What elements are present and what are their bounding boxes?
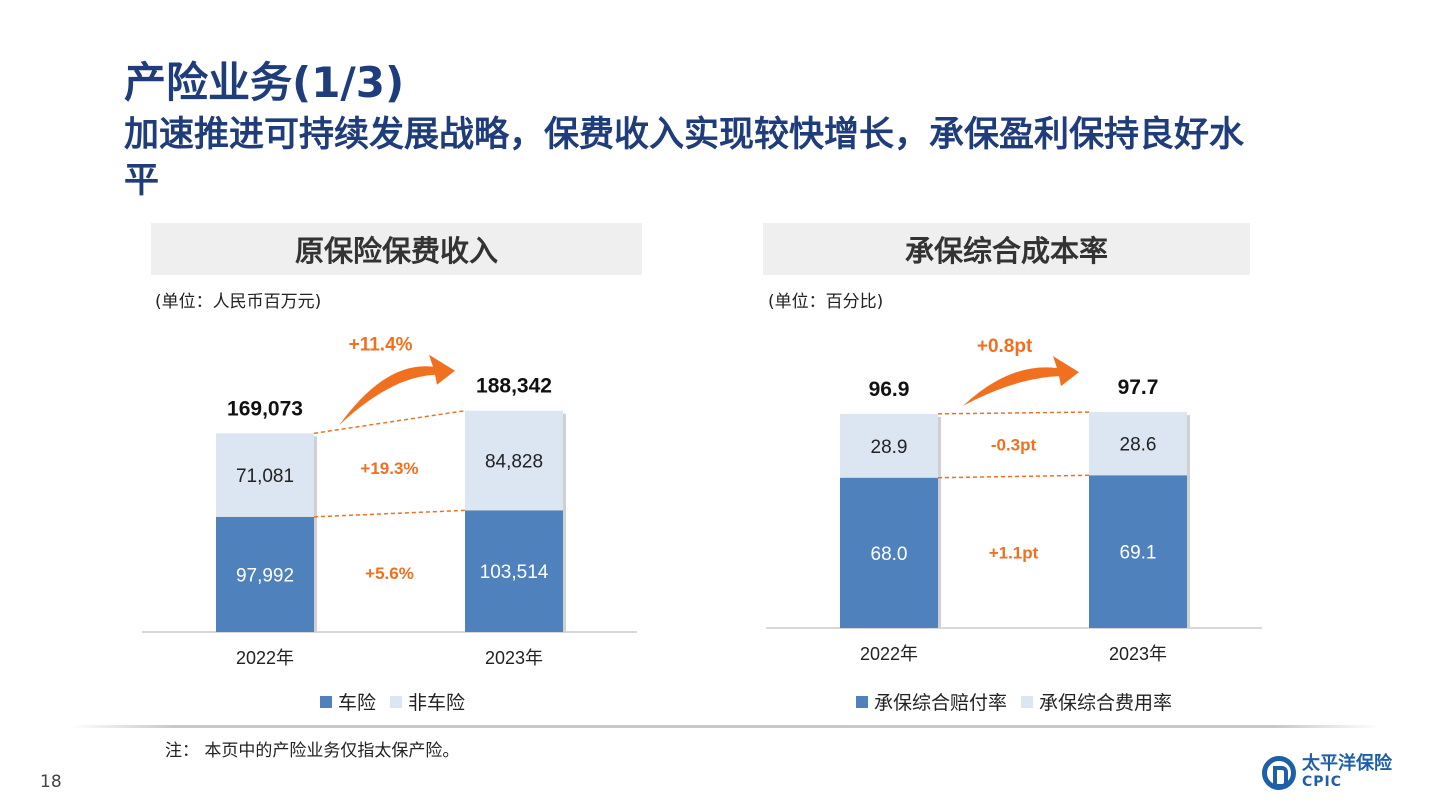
connector-top [937,411,1090,415]
connector-mid [937,474,1090,479]
total-label: 96.9 [869,378,910,401]
page-subtitle: 加速推进可持续发展战略，保费收入实现较快增长，承保盈利保持良好水平 [124,115,1245,201]
unit-label-combined-ratio: (单位：百分比) [768,292,884,312]
x-tick-label: 2022年 [236,648,294,668]
data-label: 103,514 [480,562,549,583]
data-label: 68.0 [871,544,908,565]
bar-承保综合赔付率-2023年 [1089,475,1187,628]
growth-label-upper: -0.3pt [991,436,1037,455]
data-label: 97,992 [236,565,294,586]
footer-divider [70,725,1380,728]
growth-label-lower: +5.6% [365,564,414,583]
total-label: 97.7 [1118,376,1159,399]
legend-item-motor: 车险 [320,688,376,715]
legend-swatch-expense-ratio [1021,695,1034,708]
page-number: 18 [40,772,62,792]
growth-label-lower: +1.1pt [989,543,1039,562]
growth-arrow [339,354,455,426]
total-growth-label: +11.4% [349,335,413,356]
chart-title-premium: 原保险保费收入 [151,223,642,275]
bar-非车险-2023年 [465,410,563,511]
bar-承保综合费用率-2022年 [840,413,938,478]
unit-label-premium: (单位：人民币百万元) [155,292,322,312]
data-label: 28.6 [1120,435,1157,456]
legend-label-loss-ratio: 承保综合赔付率 [874,692,1008,714]
bar-承保综合赔付率-2022年 [840,477,938,628]
logo-en-text: CPIC [1302,774,1343,790]
legend-item-expense-ratio: 承保综合费用率 [1021,688,1172,715]
bar-承保综合费用率-2023年 [1089,412,1187,476]
connector-top [313,409,466,435]
x-tick-label: 2022年 [860,644,918,664]
x-tick-label: 2023年 [485,648,543,668]
chart-title-combined-ratio: 承保综合成本率 [763,223,1250,275]
logo-wordmark: 太平洋保险 CPIC [1302,755,1392,791]
data-label: 69.1 [1120,543,1157,564]
total-label: 188,342 [476,375,552,398]
legend-swatch-non-motor [390,695,403,708]
growth-label-upper: +19.3% [360,459,418,478]
data-label: 28.9 [871,437,908,458]
x-tick-label: 2023年 [1109,644,1167,664]
legend-swatch-loss-ratio [856,695,868,708]
data-label: 71,081 [236,466,294,487]
legend-item-non-motor: 非车险 [390,688,465,715]
total-label: 169,073 [227,397,303,420]
legend-label-motor: 车险 [338,692,377,714]
company-logo: 太平洋保险 CPIC [1262,755,1392,791]
bar-车险-2022年 [216,516,314,632]
legend-label-expense-ratio: 承保综合费用率 [1039,692,1173,714]
legend-premium: 车险 非车险 [320,688,479,715]
bar-车险-2023年 [465,510,563,632]
growth-arrow [963,356,1079,406]
total-growth-label: +0.8pt [977,336,1033,357]
legend-swatch-motor [320,695,332,708]
cpic-logo-icon [1262,756,1296,790]
page-title: 产险业务(1/3) [124,58,405,107]
footnote: 注： 本页中的产险业务仅指太保产险。 [165,741,460,761]
legend-item-loss-ratio: 承保综合赔付率 [856,688,1007,715]
legend-combined-ratio: 承保综合赔付率 承保综合费用率 [856,688,1186,715]
bar-非车险-2022年 [216,433,314,517]
logo-cn-text: 太平洋保险 [1302,753,1392,774]
legend-label-non-motor: 非车险 [408,692,466,714]
data-label: 84,828 [485,452,543,473]
